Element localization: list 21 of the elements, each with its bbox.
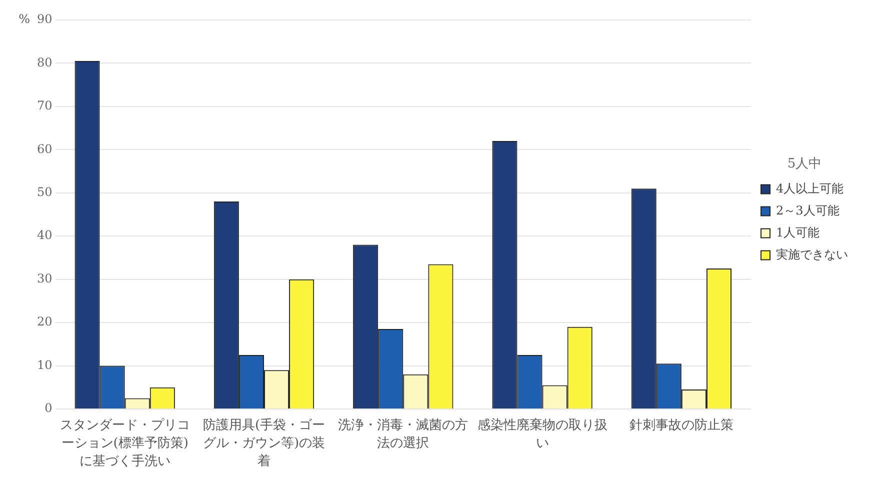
y-tick-label: 70	[36, 98, 52, 113]
y-tick-label: 50	[36, 185, 52, 200]
x-tick-label: 感染性廃棄物の取り扱い	[476, 417, 608, 453]
y-tick-label: 40	[36, 228, 52, 242]
legend-label: 4人以上可能	[776, 181, 844, 196]
legend-title: 5人中	[787, 156, 822, 172]
y-tick-label: 0	[44, 401, 52, 416]
y-tick-label: 10	[36, 358, 52, 372]
x-tick-label: 防護用具(手袋・ゴーグル・ガウン等)の装着	[202, 417, 326, 471]
y-axis-title: %	[18, 12, 30, 26]
y-tick-label: 80	[36, 55, 52, 70]
x-tick-label: 針刺事故の防止策	[628, 417, 734, 435]
y-tick-label: 90	[36, 12, 52, 26]
legend-label: 1人可能	[776, 225, 820, 240]
y-tick-label: 20	[36, 314, 52, 329]
y-tick-label: 30	[36, 271, 52, 286]
x-tick-label: 洗浄・消毒・滅菌の方法の選択	[337, 417, 470, 453]
legend-label: 2～3人可能	[776, 203, 840, 218]
legend-label: 実施できない	[776, 247, 848, 262]
y-tick-label: 60	[36, 142, 52, 156]
x-tick-label: スタンダード・プリコーション(標準予防策)に基づく手洗い	[58, 417, 191, 471]
